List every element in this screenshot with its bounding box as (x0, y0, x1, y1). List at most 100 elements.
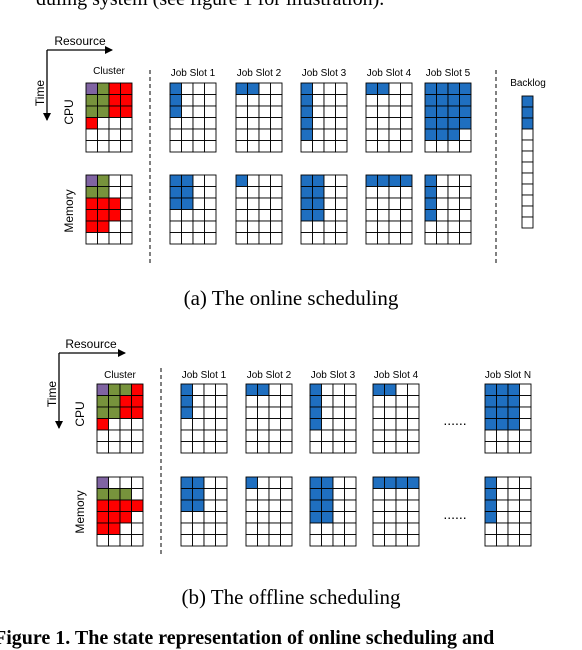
backlog-cell (521, 117, 534, 130)
grid-cell (365, 94, 378, 107)
ellipsis: ...... (443, 412, 466, 428)
grid-cell (180, 476, 193, 489)
grid-cell (335, 232, 348, 245)
grid-cell (344, 476, 357, 489)
grid-cell (377, 197, 390, 210)
grid-cell (395, 406, 408, 419)
grid-cell (484, 534, 497, 547)
grid-cell (270, 140, 283, 153)
grid-cell (258, 220, 271, 233)
grid-cell (377, 105, 390, 118)
grid-cell (280, 522, 293, 535)
job-slot-5-memory-grid (484, 476, 532, 547)
job-slot-label: Job Slot 4 (367, 68, 412, 79)
grid-cell (257, 488, 270, 501)
grid-cell (169, 128, 182, 141)
grid-cell (247, 140, 260, 153)
grid-cell (344, 406, 357, 419)
grid-cell (192, 395, 205, 408)
backlog-cell (521, 205, 534, 218)
grid-cell (400, 186, 413, 199)
grid-cell (344, 395, 357, 408)
grid-cell (447, 174, 460, 187)
grid-cell (119, 522, 132, 535)
grid-cell (120, 197, 133, 210)
grid-cell (519, 383, 532, 396)
grid-cell (257, 476, 270, 489)
row-label-cpu: CPU (62, 99, 76, 124)
grid-cell (257, 499, 270, 512)
grid-cell (400, 117, 413, 130)
grid-cell (459, 209, 472, 222)
grid-cell (496, 406, 509, 419)
grid-cell (96, 499, 109, 512)
grid-cell (496, 429, 509, 442)
grid-cell (507, 429, 520, 442)
job-slot-1-cpu-grid (169, 82, 217, 153)
grid-cell (519, 488, 532, 501)
grid-cell (131, 418, 144, 431)
grid-cell (365, 128, 378, 141)
grid-cell (459, 128, 472, 141)
grid-cell (424, 197, 437, 210)
grid-cell (96, 488, 109, 501)
grid-cell (312, 82, 325, 95)
grid-cell (300, 209, 313, 222)
grid-cell (245, 534, 258, 547)
grid-cell (372, 499, 385, 512)
grid-cell (519, 418, 532, 431)
grid-cell (321, 429, 334, 442)
grid-cell (169, 174, 182, 187)
grid-cell (507, 511, 520, 524)
grid-cell (519, 441, 532, 454)
grid-cell (270, 128, 283, 141)
grid-cell (235, 94, 248, 107)
grid-cell (119, 383, 132, 396)
grid-cell (131, 441, 144, 454)
grid-cell (203, 418, 216, 431)
grid-cell (270, 82, 283, 95)
grid-cell (300, 128, 313, 141)
grid-cell (245, 511, 258, 524)
grid-cell (384, 522, 397, 535)
job-slot-label: Job Slot 3 (302, 68, 347, 79)
grid-cell (323, 220, 336, 233)
grid-cell (108, 476, 121, 489)
grid-cell (507, 522, 520, 535)
grid-cell (268, 511, 281, 524)
job-slot-4-cpu-grid (372, 383, 420, 454)
grid-cell (180, 499, 193, 512)
grid-cell (484, 429, 497, 442)
grid-cell (270, 105, 283, 118)
grid-cell (245, 418, 258, 431)
grid-cell (192, 429, 205, 442)
grid-cell (335, 209, 348, 222)
grid-cell (119, 441, 132, 454)
grid-cell (309, 522, 322, 535)
grid-cell (372, 441, 385, 454)
grid-cell (384, 534, 397, 547)
grid-cell (321, 488, 334, 501)
grid-cell (365, 117, 378, 130)
grid-cell (321, 499, 334, 512)
job-slot-label: Job Slot 5 (426, 68, 471, 79)
grid-cell (344, 441, 357, 454)
grid-cell (323, 128, 336, 141)
grid-cell (181, 197, 194, 210)
grid-cell (407, 395, 420, 408)
job-slot-2-memory-grid (245, 476, 293, 547)
grid-cell (335, 117, 348, 130)
grid-cell (120, 232, 133, 245)
grid-cell (365, 220, 378, 233)
row-label-cpu: CPU (73, 401, 87, 426)
grid-cell (169, 94, 182, 107)
grid-cell (344, 522, 357, 535)
grid-cell (85, 140, 98, 153)
grid-cell (312, 232, 325, 245)
grid-cell (192, 476, 205, 489)
grid-cell (395, 441, 408, 454)
grid-cell (215, 429, 228, 442)
grid-cell (258, 186, 271, 199)
backlog-cell (521, 194, 534, 207)
